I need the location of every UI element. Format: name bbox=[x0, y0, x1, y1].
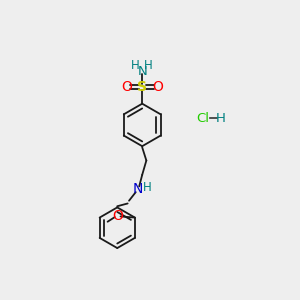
Text: O: O bbox=[152, 80, 163, 94]
Text: H: H bbox=[143, 181, 152, 194]
Text: N: N bbox=[133, 182, 143, 196]
Text: S: S bbox=[137, 80, 147, 94]
Text: H: H bbox=[144, 59, 153, 72]
Text: H: H bbox=[216, 112, 226, 124]
Text: N: N bbox=[137, 65, 147, 78]
Text: Cl: Cl bbox=[196, 112, 209, 124]
Text: H: H bbox=[130, 59, 139, 72]
Text: O: O bbox=[112, 209, 123, 224]
Text: O: O bbox=[122, 80, 133, 94]
